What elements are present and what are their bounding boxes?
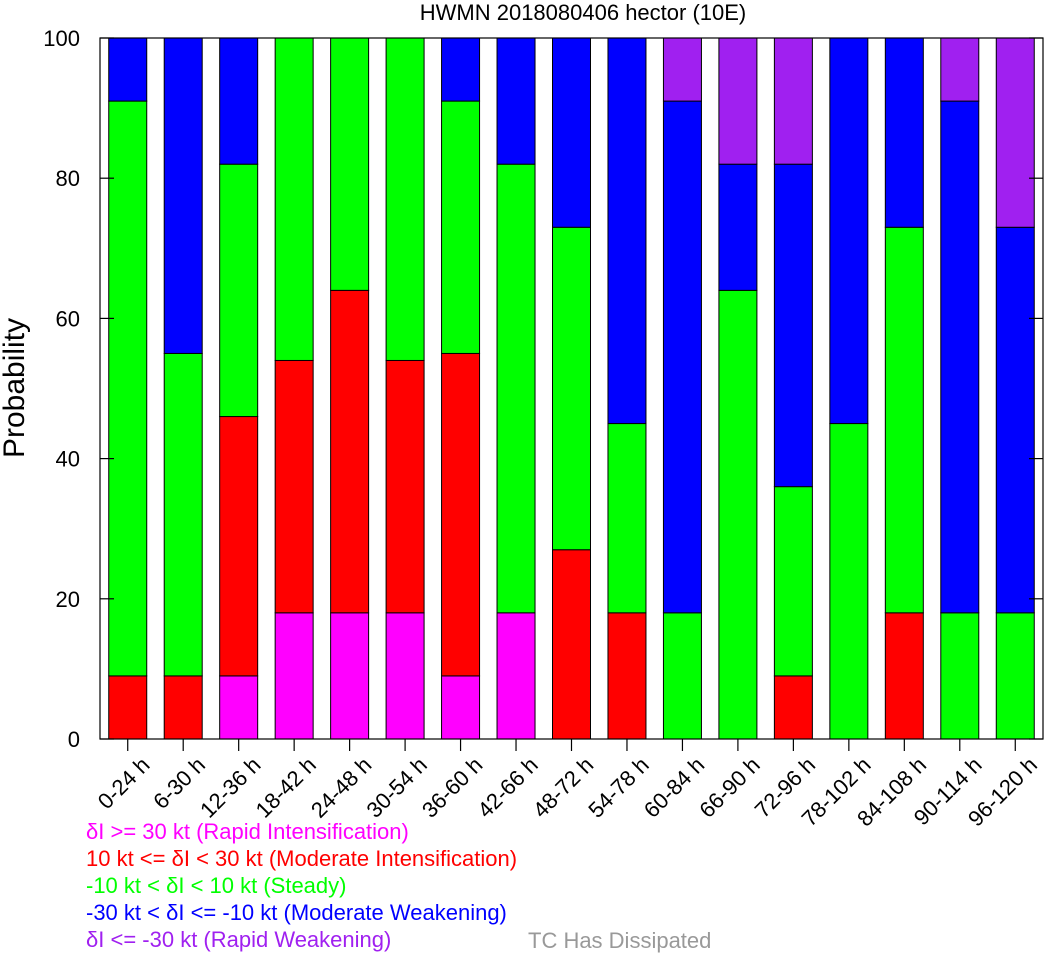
bar-segment	[995, 612, 1035, 740]
y-tick-label: 100	[43, 26, 80, 51]
x-tick-label: 24-48 h	[306, 752, 376, 822]
legend: δI >= 30 kt (Rapid Intensification) 10 k…	[86, 818, 517, 953]
bar-segment	[108, 37, 148, 102]
bar-segment	[773, 675, 813, 740]
bar-segment	[995, 226, 1035, 614]
bar-segment	[441, 37, 481, 102]
bar-segment	[274, 612, 314, 740]
bar-segment	[718, 289, 758, 740]
bar-segment	[884, 37, 924, 228]
bar-segment	[108, 675, 148, 740]
y-tick-label: 20	[56, 587, 80, 612]
bar-segment	[607, 37, 647, 425]
bar-segment	[940, 37, 980, 102]
bar-segment	[441, 100, 481, 354]
x-tick-label: 0-24 h	[93, 752, 155, 814]
bar-segment	[607, 423, 647, 614]
legend-entry-moderate-intensification: 10 kt <= δI < 30 kt (Moderate Intensific…	[86, 846, 518, 871]
bar-segment	[274, 359, 314, 614]
bar-segment	[496, 612, 536, 740]
legend-entry-tc-dissipated: TC Has Dissipated	[528, 928, 712, 953]
bar-segment	[773, 163, 813, 488]
x-tick-label: 12-36 h	[195, 752, 265, 822]
bar-segment	[662, 100, 702, 614]
y-tick-label: 40	[56, 447, 80, 472]
bar-segment	[940, 100, 980, 614]
bar-segment	[496, 37, 536, 165]
y-tick-label: 80	[56, 166, 80, 191]
legend-entry-moderate-weakening: -30 kt < δI <= -10 kt (Moderate Weakenin…	[86, 900, 507, 925]
x-tick-label: 18-42 h	[251, 752, 321, 822]
bar-segment	[330, 612, 370, 740]
bar-segment	[108, 100, 148, 677]
bars-group	[108, 37, 1035, 740]
bar-segment	[441, 352, 481, 677]
bar-segment	[330, 289, 370, 614]
bar-segment	[718, 37, 758, 165]
bar-segment	[385, 612, 425, 740]
bar-segment	[385, 359, 425, 614]
bar-segment	[496, 163, 536, 614]
bar-segment	[219, 37, 259, 165]
chart-title: HWMN 2018080406 hector (10E)	[420, 0, 747, 25]
bar-segment	[718, 163, 758, 291]
x-tick-label: 48-72 h	[528, 752, 598, 822]
bar-segment	[773, 486, 813, 677]
x-tick-label: 54-78 h	[583, 752, 653, 822]
bar-segment	[552, 226, 591, 551]
bar-segment	[163, 352, 203, 677]
bar-segment	[219, 675, 259, 740]
bar-segment	[995, 37, 1035, 228]
bar-segment	[219, 416, 259, 677]
x-tick-label: 60-84 h	[639, 752, 709, 822]
bar-segment	[274, 37, 314, 361]
bar-segment	[163, 675, 203, 740]
x-tick-label: 42-66 h	[472, 752, 542, 822]
y-tick-label: 0	[68, 727, 80, 752]
bar-segment	[219, 163, 259, 418]
legend-entry-steady: -10 kt < δI < 10 kt (Steady)	[86, 873, 347, 898]
y-tick-label: 60	[56, 306, 80, 331]
bar-segment	[163, 37, 203, 354]
legend-entry-rapid-intensification: δI >= 30 kt (Rapid Intensification)	[86, 819, 409, 844]
bar-segment	[662, 612, 702, 740]
bar-segment	[607, 612, 647, 740]
bar-segment	[773, 37, 813, 165]
x-tick-label: 66-90 h	[694, 752, 764, 822]
x-tick-label: 36-60 h	[417, 752, 487, 822]
x-tick-label: 30-54 h	[361, 752, 431, 822]
bar-segment	[552, 549, 591, 740]
bar-segment	[385, 37, 425, 361]
bar-segment	[829, 37, 869, 425]
bar-segment	[884, 226, 924, 614]
bar-segment	[829, 423, 869, 740]
bar-segment	[662, 37, 702, 102]
legend-entry-rapid-weakening: δI <= -30 kt (Rapid Weakening)	[86, 927, 392, 952]
bar-segment	[940, 612, 980, 740]
bar-segment	[552, 37, 591, 228]
bar-segment	[330, 37, 370, 291]
bar-segment	[441, 675, 481, 740]
y-axis-label: Probability	[0, 318, 31, 458]
bar-segment	[884, 612, 924, 740]
